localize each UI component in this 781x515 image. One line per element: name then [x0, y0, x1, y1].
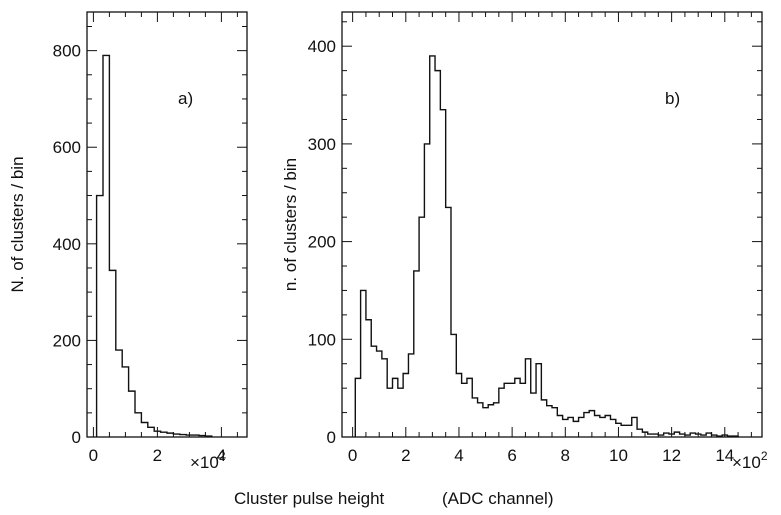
- panel-label: b): [665, 89, 680, 108]
- x-tick-label: 2: [153, 446, 162, 465]
- y-tick-label: 300: [308, 135, 336, 154]
- x-tick-label: 0: [89, 446, 98, 465]
- y-tick-label: 200: [53, 331, 81, 350]
- y-tick-label: 600: [53, 138, 81, 157]
- histogram-series-2: [354, 55, 739, 437]
- x-tick-label: 4: [454, 446, 463, 465]
- y-tick-label: 0: [327, 428, 336, 447]
- x-tick-label: 8: [561, 446, 570, 465]
- y-axis-label: N. of clusters / bin: [8, 156, 27, 292]
- x-tick-label: 14: [715, 446, 734, 465]
- x-multiplier: ×102: [190, 449, 226, 472]
- y-tick-label: 800: [53, 42, 81, 61]
- x-axis-caption-left: Cluster pulse height: [234, 489, 385, 508]
- y-tick-label: 0: [72, 428, 81, 447]
- y-tick-label: 100: [308, 330, 336, 349]
- histogram-series-1: [95, 54, 213, 437]
- y-tick-label: 200: [308, 233, 336, 252]
- x-axis-caption-right: (ADC channel): [442, 489, 554, 508]
- x-multiplier: ×102: [732, 449, 768, 472]
- x-tick-label: 12: [662, 446, 681, 465]
- y-axis-label: n. of clusters / bin: [281, 158, 300, 291]
- x-tick-label: 6: [507, 446, 516, 465]
- x-tick-label: 10: [609, 446, 628, 465]
- x-tick-label: 4: [217, 446, 226, 465]
- x-tick-label: 0: [348, 446, 357, 465]
- panel-label: a): [178, 89, 193, 108]
- y-tick-label: 400: [308, 37, 336, 56]
- plot-frame-1: [86, 11, 248, 438]
- y-tick-label: 400: [53, 235, 81, 254]
- x-tick-label: 2: [401, 446, 410, 465]
